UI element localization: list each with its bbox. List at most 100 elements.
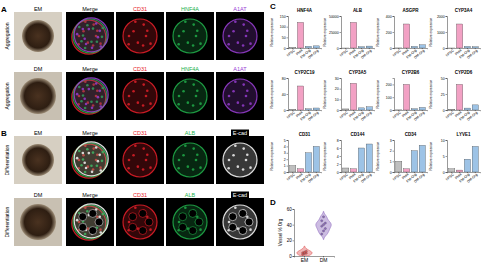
tick-label: 0 xyxy=(337,47,339,51)
tick: 30 xyxy=(335,77,341,81)
tick-label: 2 xyxy=(337,163,339,167)
tick-mark xyxy=(293,240,295,241)
stain-spot xyxy=(184,20,187,23)
x-axis: hPSCPHHEM-OrgDM-Org xyxy=(286,172,321,184)
stain-spot xyxy=(199,42,202,45)
fluorescence-image xyxy=(216,136,264,184)
tick-mark xyxy=(287,153,289,154)
channel-label: CD31 xyxy=(133,6,147,12)
tick: 50 xyxy=(441,77,447,81)
lumen xyxy=(129,223,137,231)
tick-label: 400 xyxy=(386,15,392,19)
y-axis-title: Relative expression xyxy=(376,17,380,46)
stain-spot xyxy=(246,89,249,92)
bar-chart: 0123hPSCPHHEM-OrgDM-OrgCD34Relative expr… xyxy=(376,132,428,184)
tick: 400 xyxy=(386,15,394,19)
stain-spot xyxy=(99,231,102,234)
tick-label: 200 xyxy=(386,83,392,87)
bar-chart: 050100150hPSCPHHEM-OrgDM-OrgHNF4ARelativ… xyxy=(270,8,322,60)
y-axis: 0200400 xyxy=(386,15,395,51)
organoid xyxy=(20,78,56,114)
tick-label: DM-Org xyxy=(413,173,425,184)
tick-label: DM-Org xyxy=(307,173,319,184)
tick-mark xyxy=(340,156,342,157)
y-axis: 0510 xyxy=(441,139,448,175)
bar xyxy=(290,109,296,110)
stain-spot xyxy=(249,166,252,169)
channel-label: ALB xyxy=(185,192,196,198)
brightfield-image xyxy=(14,72,62,120)
tick-mark xyxy=(340,164,342,165)
channel-label: ALB xyxy=(185,130,196,136)
lumen xyxy=(145,218,153,226)
stain-body xyxy=(74,78,108,112)
stain-spot xyxy=(95,146,98,149)
stain-spot xyxy=(132,90,135,93)
tick-label: 100 xyxy=(280,25,286,29)
tick-label: DM-Org xyxy=(360,173,372,184)
tick: 0 xyxy=(284,109,288,113)
stain-spot xyxy=(227,103,230,106)
stain-spot xyxy=(192,147,195,150)
channel-label: CD31 xyxy=(133,130,147,136)
stain-spot xyxy=(232,154,235,157)
stain-spot xyxy=(99,105,102,108)
axis-line xyxy=(287,141,289,173)
x-axis: hPSCPHHEM-OrgDM-Org xyxy=(392,172,427,184)
bar xyxy=(366,107,372,110)
stain-spot xyxy=(187,41,190,44)
tick-mark xyxy=(340,89,342,90)
axis-line xyxy=(446,141,448,173)
channel-label: CD31 xyxy=(133,192,147,198)
tick: 200 xyxy=(386,83,394,87)
chart-title: CYP3A4 xyxy=(455,8,473,13)
tick-label: 80 xyxy=(282,77,286,81)
bar xyxy=(449,109,455,110)
tick: DM-Org xyxy=(413,48,425,60)
stain-spot xyxy=(246,153,249,156)
y-axis-title: Relative expression xyxy=(270,17,274,46)
stain-spot xyxy=(99,169,102,172)
stain-spot xyxy=(228,35,231,38)
y-axis-title: Relative expression xyxy=(429,141,433,170)
tick-mark xyxy=(393,16,395,17)
tick-label: 40 xyxy=(282,93,286,97)
bar xyxy=(411,151,417,172)
tick-label: 25000 xyxy=(329,31,339,35)
tick-label: DM xyxy=(320,257,328,263)
stain-spot xyxy=(91,47,94,50)
stage-label: Differentiation xyxy=(4,206,10,237)
point xyxy=(321,225,323,227)
tick-mark xyxy=(287,159,289,160)
y-axis: 050100150 xyxy=(280,15,289,51)
tick: 25 xyxy=(441,93,447,97)
tick: 25000 xyxy=(329,31,341,35)
x-axis: hPSCPHHEM-OrgDM-Org xyxy=(286,110,321,122)
stain-spot xyxy=(83,97,86,100)
tick: 100 xyxy=(280,25,288,29)
tick-label: 2 xyxy=(284,158,286,162)
stain-spot xyxy=(234,80,237,83)
tick-label: 1000 xyxy=(437,31,445,35)
point xyxy=(321,233,323,235)
stain-spot xyxy=(128,95,131,98)
stain-spot xyxy=(187,165,190,168)
lumen xyxy=(89,227,97,235)
tick-label: DM-Org xyxy=(307,49,319,60)
tick: DM-Org xyxy=(360,110,372,122)
bar xyxy=(396,47,402,48)
tick-label: 0 xyxy=(284,47,286,51)
tick-label: 0 xyxy=(284,171,286,175)
lumen xyxy=(95,218,103,226)
stain-spot xyxy=(142,83,145,86)
panel-label: D xyxy=(270,198,276,207)
channel-label: CD31 xyxy=(133,66,147,72)
stain-spot xyxy=(242,104,245,107)
tick-label: 0 xyxy=(284,109,286,113)
bars xyxy=(449,24,479,48)
chart-title: CYP2C19 xyxy=(294,70,315,75)
stain-spot xyxy=(234,144,237,147)
tick: DM-Org xyxy=(413,172,425,184)
condition-label: DM xyxy=(34,66,43,72)
stain-spot xyxy=(195,95,198,98)
